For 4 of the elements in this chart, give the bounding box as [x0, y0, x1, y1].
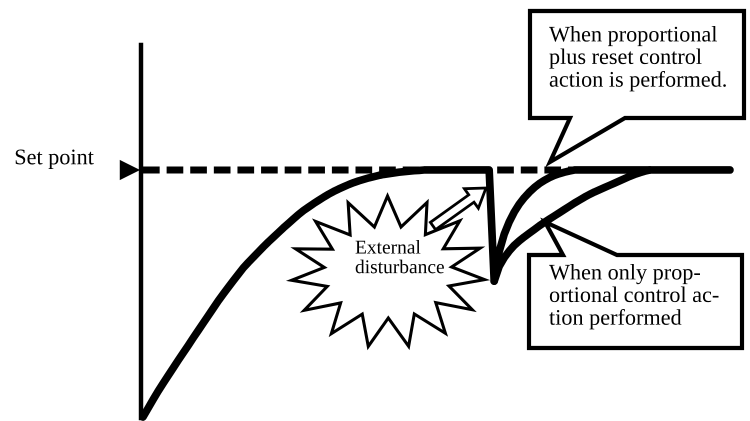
- text: When proportional plus reset control action is performed.: [549, 26, 726, 92]
- ref-line-label: Set point: [16, 150, 94, 169]
- annotation: When only prop- ortional control ac- tion performed: [549, 264, 718, 330]
- annotation: External disturbance: [356, 240, 444, 274]
